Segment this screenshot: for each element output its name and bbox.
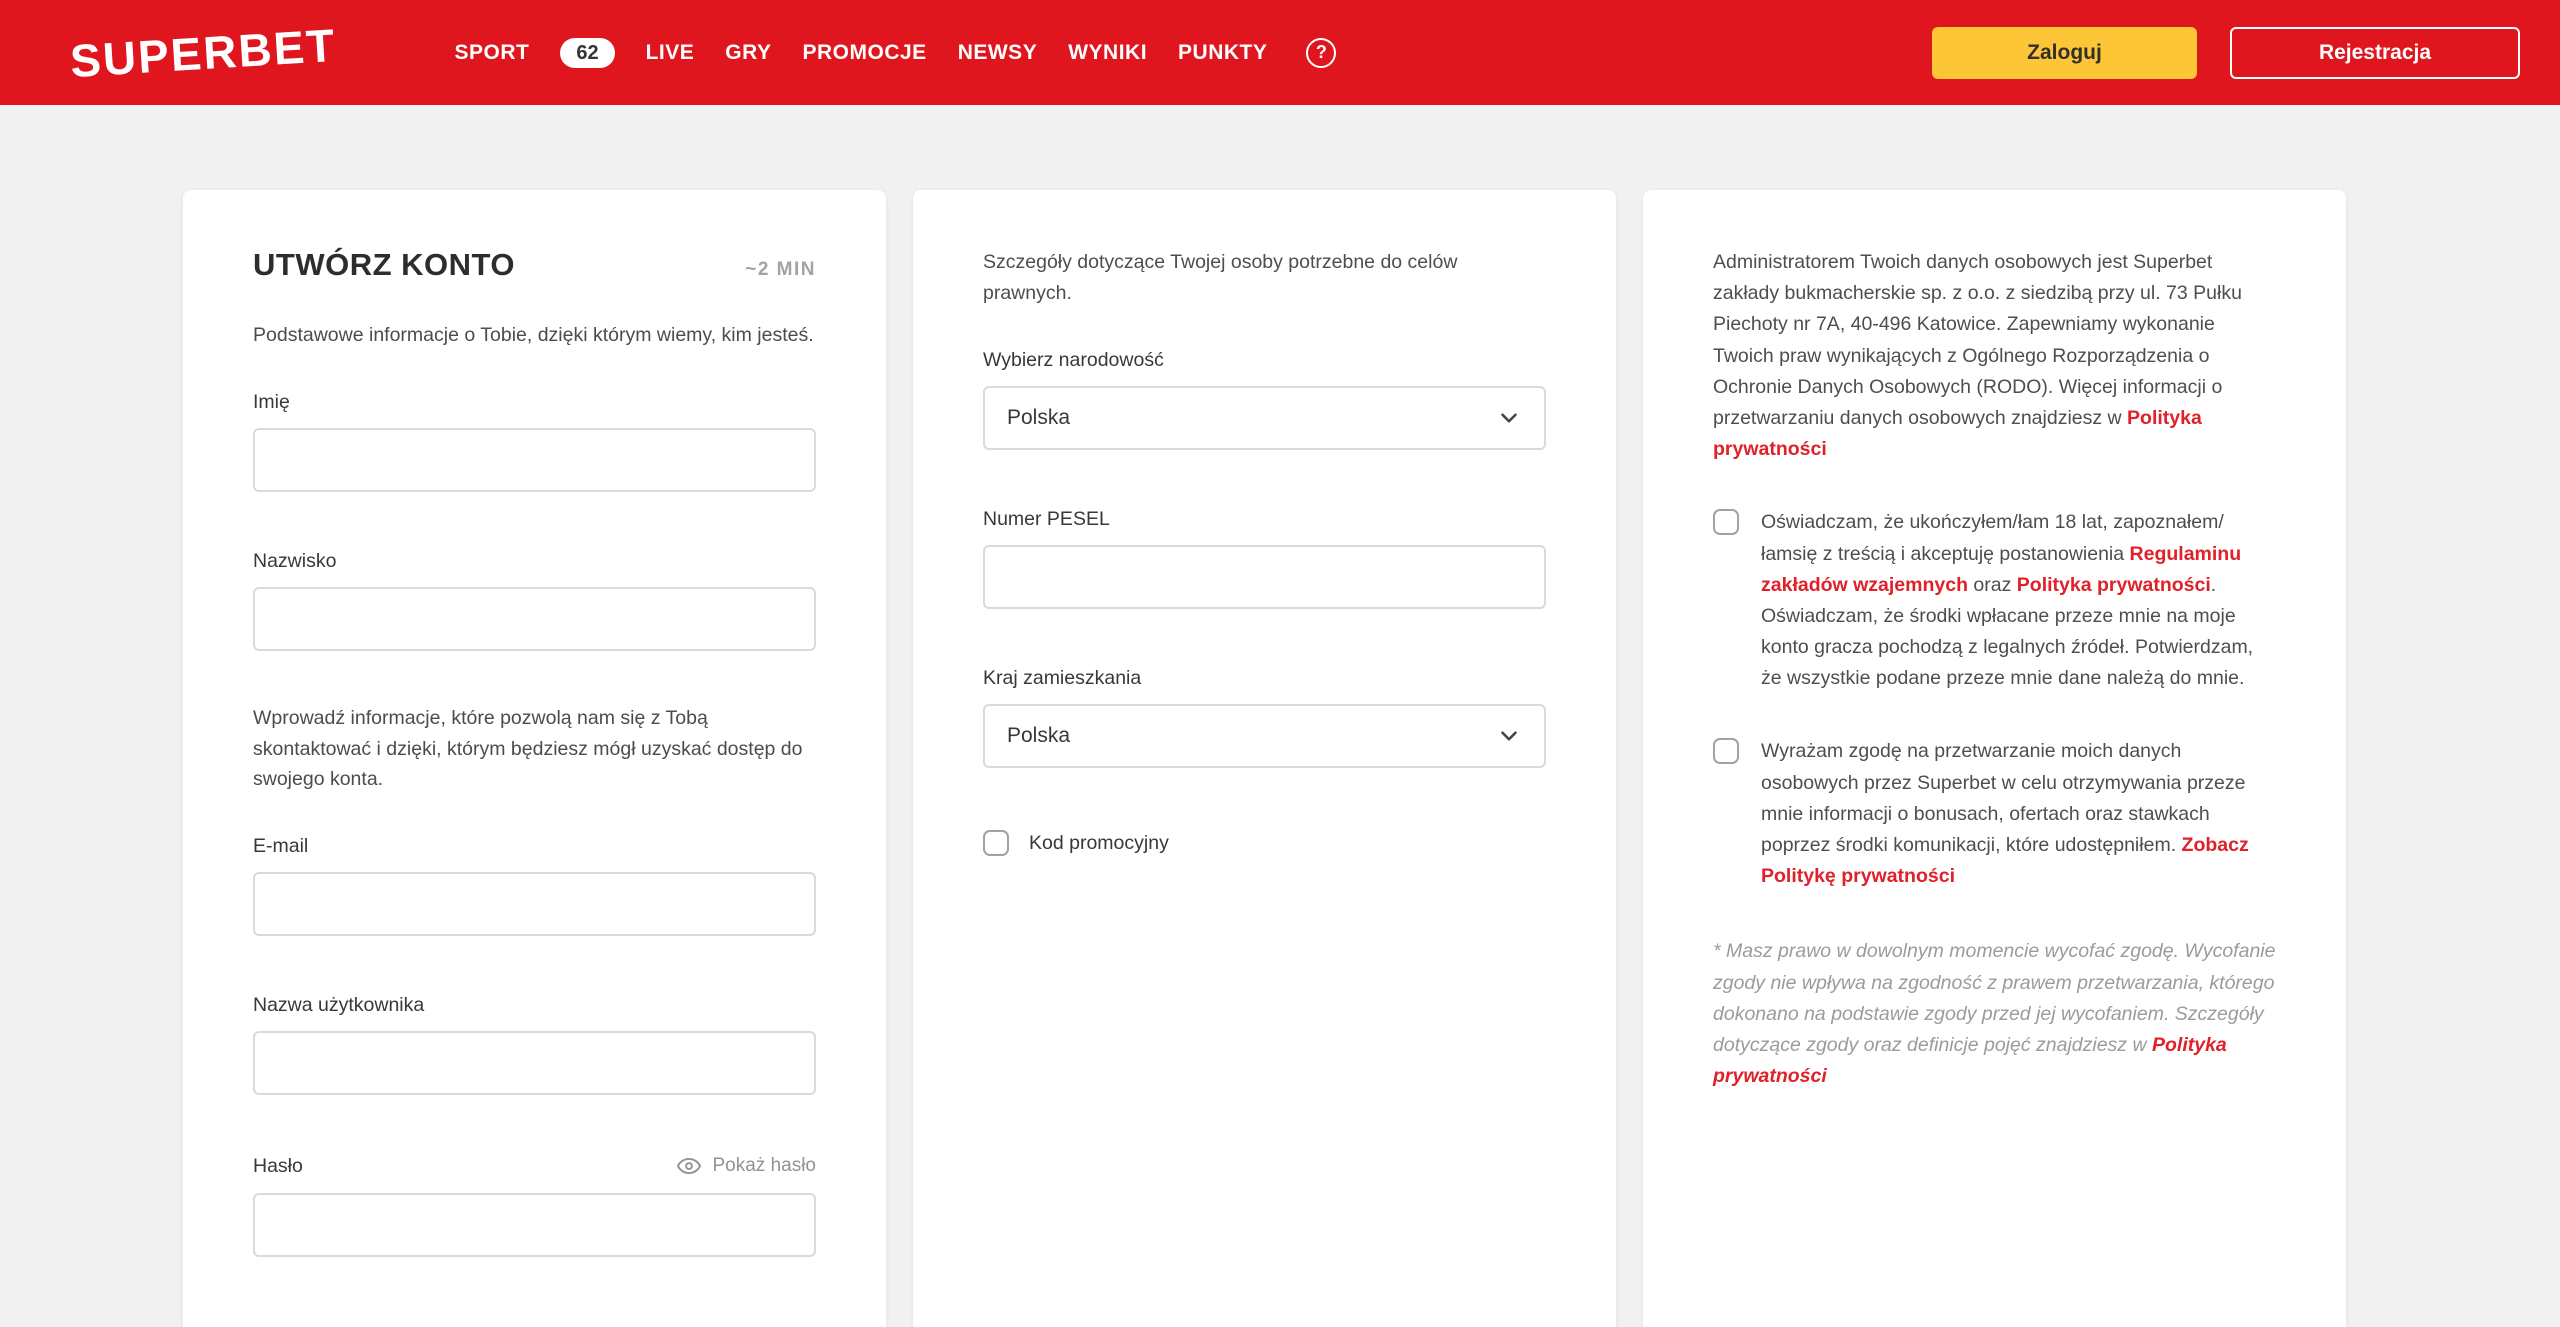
chevron-down-icon <box>1496 405 1522 431</box>
contact-intro-text: Wprowadź informacje, które pozwolą nam s… <box>253 706 803 791</box>
residence-value: Polska <box>1007 724 1071 748</box>
legal-details-card: Szczegóły dotyczące Twojej osoby potrzeb… <box>913 190 1616 1327</box>
registration-page: UTWÓRZ KONTO ~2 MIN Podstawowe informacj… <box>0 105 2560 1327</box>
username-field[interactable] <box>253 1031 816 1096</box>
auth-buttons: Zaloguj Rejestracja <box>1932 26 2520 79</box>
promo-code-row: Kod promocyjny <box>983 830 1546 857</box>
nationality-value: Polska <box>1007 406 1071 430</box>
marketing-consent-row: Wyrażam zgodę na przetwarzanie moich dan… <box>1713 736 2276 892</box>
first-name-field[interactable] <box>253 427 816 492</box>
eye-icon <box>676 1153 702 1179</box>
betting-rules-link[interactable]: Regulaminu zakładów wzajemnych <box>1761 542 2242 596</box>
pesel-field[interactable] <box>983 545 1546 610</box>
residence-label: Kraj zamieszkania <box>983 667 1142 690</box>
withdraw-consent-note: * Masz prawo w dowolnym momencie wycofać… <box>1713 936 2276 1092</box>
main-nav: SPORT 62 LIVE GRY PROMOCJE NEWSY WYNIKI … <box>454 37 1337 68</box>
nav-item-wyniki[interactable]: WYNIKI <box>1068 40 1148 64</box>
duration-estimate: ~2 MIN <box>745 259 816 280</box>
email-group: E-mail <box>253 835 816 937</box>
show-password-label: Pokaż hasło <box>712 1155 816 1177</box>
age-terms-consent-text: Oświadczam, że ukończyłem/łam 18 lat, za… <box>1761 507 2276 694</box>
first-name-group: Imię <box>253 391 816 492</box>
privacy-policy-link[interactable]: Polityka prywatności <box>1713 1033 2227 1088</box>
consents-card: Administratorem Twoich danych osobowych … <box>1643 190 2346 1327</box>
show-password-toggle[interactable]: Pokaż hasło <box>676 1153 816 1179</box>
legal-intro-text: Szczegóły dotyczące Twojej osoby potrzeb… <box>983 251 1458 305</box>
login-button[interactable]: Zaloguj <box>1932 26 2197 79</box>
top-navigation-bar: SUPERBET SPORT 62 LIVE GRY PROMOCJE NEWS… <box>0 0 2560 105</box>
nav-item-live[interactable]: LIVE <box>645 40 695 64</box>
first-name-label: Imię <box>253 390 290 413</box>
privacy-policy-link[interactable]: Polityka prywatności <box>2016 573 2211 596</box>
username-label: Nazwa użytkownika <box>253 994 425 1017</box>
marketing-consent-text: Wyrażam zgodę na przetwarzanie moich dan… <box>1761 736 2276 892</box>
account-intro-text: Podstawowe informacje o Tobie, dzięki kt… <box>253 324 814 346</box>
nationality-group: Wybierz narodowość Polska <box>983 349 1546 451</box>
superbet-logo[interactable]: SUPERBET <box>68 18 338 87</box>
pesel-group: Numer PESEL <box>983 508 1546 610</box>
last-name-label: Nazwisko <box>253 549 337 572</box>
text-segment: * Masz prawo w dowolnym momencie wycofać… <box>1713 940 2276 1056</box>
page-title: UTWÓRZ KONTO <box>253 247 516 282</box>
register-button[interactable]: Rejestracja <box>2230 26 2520 79</box>
last-name-group: Nazwisko <box>253 550 816 651</box>
text-segment: Oświadczam, że ukończyłem/łam 18 lat, za… <box>1761 511 2224 565</box>
password-label: Hasło <box>253 1154 303 1177</box>
nav-item-punkty[interactable]: PUNKTY <box>1178 40 1268 64</box>
nav-item-newsy[interactable]: NEWSY <box>957 40 1038 64</box>
username-group: Nazwa użytkownika <box>253 994 816 1096</box>
age-terms-consent-row: Oświadczam, że ukończyłem/łam 18 lat, za… <box>1713 507 2276 694</box>
text-segment: Wyrażam zgodę na przetwarzanie moich dan… <box>1761 740 2246 856</box>
card-header: UTWÓRZ KONTO ~2 MIN <box>253 247 816 283</box>
nav-item-gry[interactable]: GRY <box>725 40 772 64</box>
pesel-label: Numer PESEL <box>983 508 1110 531</box>
create-account-card: UTWÓRZ KONTO ~2 MIN Podstawowe informacj… <box>183 190 886 1327</box>
last-name-field[interactable] <box>253 586 816 651</box>
text-segment: . Oświadczam, że środki wpłacane przeze … <box>1761 573 2254 690</box>
nav-item-sport[interactable]: SPORT <box>454 40 530 64</box>
residence-group: Kraj zamieszkania Polska <box>983 667 1546 769</box>
promo-code-label: Kod promocyjny <box>1029 831 1169 854</box>
email-field[interactable] <box>253 872 816 937</box>
privacy-policy-link[interactable]: Zobacz Politykę prywatności <box>1761 834 2249 888</box>
password-group: Hasło Pokaż hasło <box>253 1153 816 1258</box>
privacy-policy-link[interactable]: Polityka prywatności <box>1713 406 2202 461</box>
text-segment: Administratorem Twoich danych osobowych … <box>1713 251 2242 429</box>
nav-item-promocje[interactable]: PROMOCJE <box>802 40 927 64</box>
residence-select[interactable]: Polska <box>983 704 1546 769</box>
marketing-checkbox[interactable] <box>1713 738 1739 765</box>
text-segment: oraz <box>1968 573 2017 596</box>
promo-code-checkbox[interactable] <box>983 830 1009 857</box>
live-count-badge: 62 <box>560 37 615 68</box>
age-terms-checkbox[interactable] <box>1713 509 1739 536</box>
nationality-label: Wybierz narodowość <box>983 349 1164 372</box>
password-field[interactable] <box>253 1193 816 1258</box>
email-label: E-mail <box>253 835 309 858</box>
chevron-down-icon <box>1496 723 1522 749</box>
nationality-select[interactable]: Polska <box>983 386 1546 451</box>
help-icon[interactable]: ? <box>1306 37 1337 68</box>
gdpr-admin-text: Administratorem Twoich danych osobowych … <box>1713 247 2276 465</box>
